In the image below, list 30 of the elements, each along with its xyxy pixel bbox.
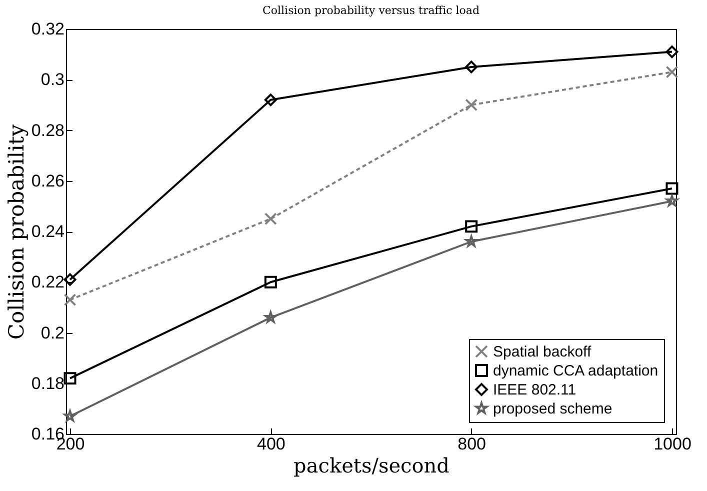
point [666,46,678,58]
legend-label: dynamic CCA adaptation [493,362,658,380]
y-tick-label: 0.28 [31,120,64,140]
legend-label: proposed scheme [493,400,612,418]
x-tick-label: 1000 [654,434,692,454]
x-tick-label: 800 [458,434,486,454]
point [465,60,478,74]
point [465,220,478,233]
point [666,66,678,78]
y-tick-label: 0.18 [31,374,64,393]
y-tick-label: 0.3 [40,70,64,90]
point [64,372,76,385]
y-tick-label: 0.32 [31,20,64,38]
y-tick-label: 0.26 [31,171,64,190]
y-tick-label: 0.22 [31,272,64,292]
y-axis-title: Collision probability [4,124,28,340]
point [264,212,277,226]
y-tick-label: 0.24 [31,222,64,241]
y-tick-label: 0.2 [40,323,64,342]
legend-label: IEEE 802.11 [493,382,576,398]
point [64,294,76,306]
point [264,94,277,106]
point [264,276,277,288]
x-tick-label: 400 [256,434,286,454]
legend-label: Spatial backoff [493,344,592,360]
point [64,273,76,286]
chart-title: Collision probability versus traffic load [262,4,480,17]
x-axis-title: packets/second [294,454,450,478]
point [666,182,678,195]
point [465,98,478,112]
